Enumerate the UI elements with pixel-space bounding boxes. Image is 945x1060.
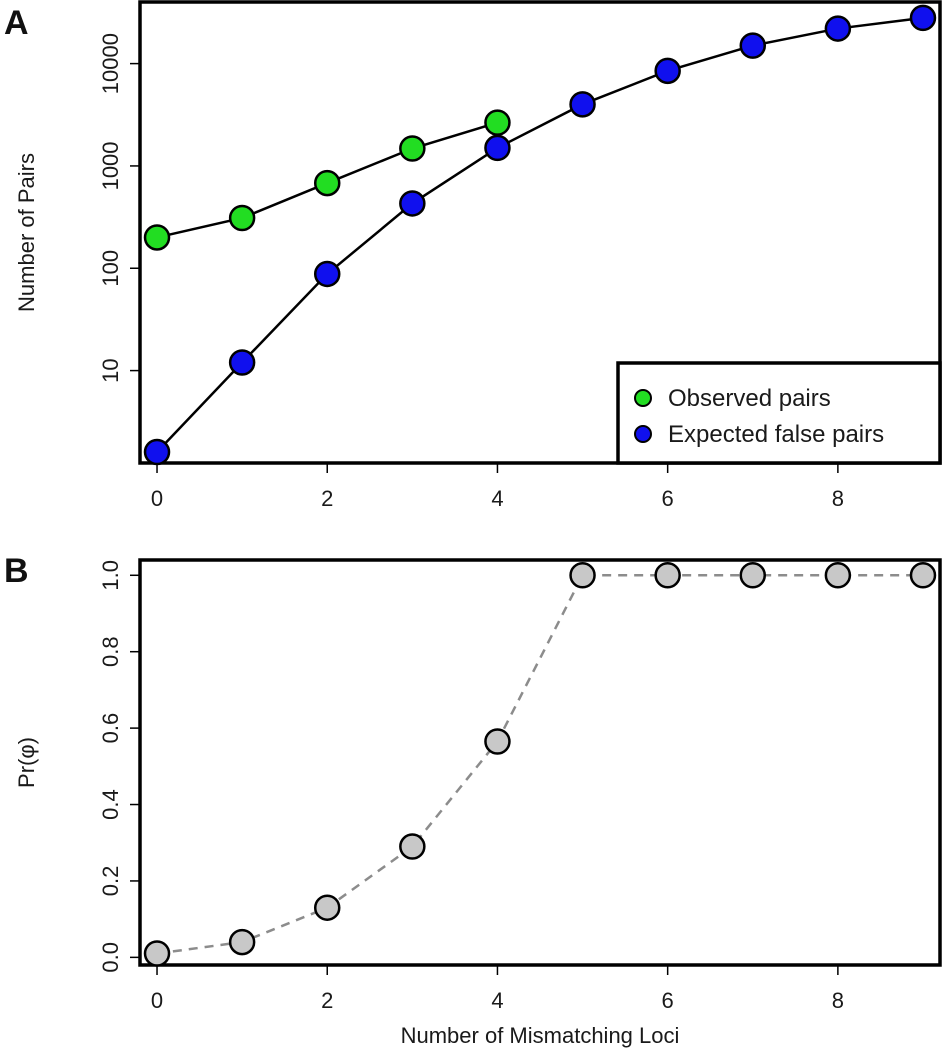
data-point-probability [228,928,256,956]
data-point-observed [143,224,171,251]
data-point-expected [399,190,426,217]
panel-b-plot-frame [138,558,942,967]
data-point-probability [313,894,341,921]
series-line-expected [156,16,924,453]
panel-b-x-tick-label: 4 [491,988,503,1013]
panel-b-x-axis-label: Number of Mismatching Loci [401,1023,680,1048]
data-point-probability [654,562,681,589]
data-point-observed [313,169,341,197]
panel-b-y-axis-label: Pr(φ) [14,737,39,788]
panel-b-y-tick-label: 0.0 [98,942,123,973]
legend-label-expected: Expected false pairs [668,421,884,448]
data-point-expected [824,15,852,42]
panel-a-chart: 0 2 4 6 8 10 100 1000 10000 Number of Pairs Observ… [14,0,942,511]
panel-b-y-tick-label: 0.8 [98,636,123,667]
data-point-observed [484,109,511,136]
panel-a-x-tick-label: 0 [151,486,163,511]
data-point-expected [484,134,511,162]
panel-letter-a: A [4,4,29,42]
panel-b-x-tick-label: 0 [151,988,163,1013]
data-point-probability [399,833,426,860]
data-point-expected [313,260,341,288]
legend-marker-expected [634,425,652,443]
panel-b-x-tick-label: 8 [832,988,844,1013]
panel-a-x-tick-label: 2 [321,486,333,511]
panel-b-y-tick-label: 0.2 [98,866,123,897]
panel-b-y-tick-label: 0.6 [98,713,123,744]
data-point-expected [228,349,256,376]
panel-b-x-tick-label: 6 [662,988,674,1013]
data-point-expected [654,57,681,85]
panel-a-y-axis-label: Number of Pairs [14,153,39,312]
panel-a-y-tick-label: 10000 [98,33,123,94]
panel-b-x-tick-label: 2 [321,988,333,1013]
data-point-expected [739,32,767,59]
probability-dashed-line [156,574,923,955]
legend-marker-observed [634,389,652,407]
panel-a-x-tick-label: 4 [491,486,503,511]
panel-b-chart: 0 2 4 6 8 0.0 0.2 0.4 0.6 0.8 1.0 Pr(φ) Number of Mi… [14,558,942,1048]
data-point-probability [569,562,596,589]
data-point-expected [569,91,596,118]
panel-a-y-tick-label: 10 [98,358,123,382]
data-point-probability [824,562,852,589]
panel-a-y-tick-label: 1000 [98,141,123,190]
panel-letter-b: B [4,552,29,590]
panel-a-y-tick-label: 100 [98,250,123,287]
data-point-probability [739,562,767,589]
panel-b-y-tick-label: 1.0 [98,560,123,591]
legend-box [616,361,942,465]
data-point-probability [909,562,937,589]
data-point-probability [484,728,511,755]
panel-a-x-tick-label: 8 [832,486,844,511]
panel-a-x-tick-label: 6 [662,486,674,511]
legend-label-observed: Observed pairs [668,385,831,412]
legend: Observed pairs Expected false pairs [616,361,942,465]
data-point-observed [228,204,256,232]
data-point-expected [909,4,937,32]
panel-b-y-tick-label: 0.4 [98,789,123,820]
data-point-probability [143,940,171,967]
data-point-observed [399,135,426,162]
data-point-expected [143,438,171,466]
